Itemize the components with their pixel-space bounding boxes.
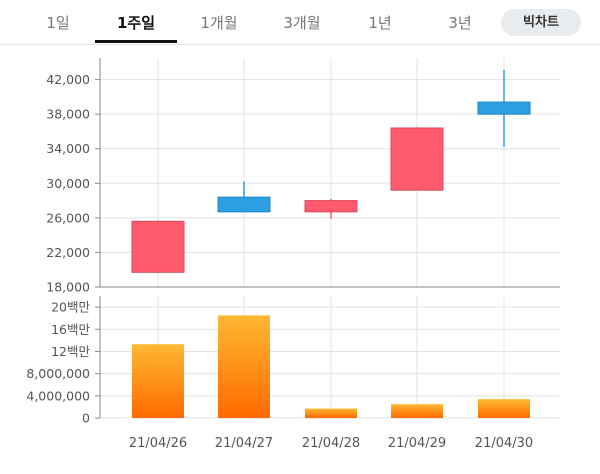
tab-1month[interactable]: 1개월 <box>200 14 238 32</box>
tab-1year[interactable]: 1년 <box>368 14 392 32</box>
volume-bar <box>391 404 443 418</box>
x-tick-label: 21/04/30 <box>475 436 533 451</box>
y-tick-label: 0 <box>82 411 90 426</box>
candle-body <box>217 196 271 213</box>
x-tick-label: 21/04/27 <box>215 436 273 451</box>
volume-bar <box>132 344 184 418</box>
y-tick-label: 8,000,000 <box>26 366 90 381</box>
candle-body <box>390 127 444 191</box>
y-tick-label: 4,000,000 <box>26 388 90 403</box>
volume-bar <box>218 315 270 418</box>
candle-body <box>477 101 531 115</box>
bigchart-button[interactable]: 빅차트 <box>501 9 581 36</box>
period-tabs: 1일 1주일 1개월 3개월 1년 3년 빅차트 <box>0 0 600 45</box>
tab-1day[interactable]: 1일 <box>46 14 70 32</box>
volume-bar <box>478 399 530 418</box>
active-tab-indicator <box>95 40 177 43</box>
tab-3month[interactable]: 3개월 <box>283 14 321 32</box>
tab-1week[interactable]: 1주일 <box>116 14 156 32</box>
tab-3year[interactable]: 3년 <box>448 14 472 32</box>
x-tick-label: 21/04/29 <box>388 436 446 451</box>
x-tick-label: 21/04/26 <box>129 436 187 451</box>
candle-body <box>304 200 358 213</box>
y-tick-label: 30,000 <box>46 176 90 191</box>
y-tick-label: 42,000 <box>46 72 90 87</box>
y-tick-label: 38,000 <box>46 107 90 122</box>
y-tick-label: 26,000 <box>46 210 90 225</box>
y-tick-label: 34,000 <box>46 141 90 156</box>
x-tick-label: 21/04/28 <box>302 436 360 451</box>
y-tick-label: 18,000 <box>46 280 90 295</box>
y-tick-label: 12백만 <box>51 344 90 359</box>
y-tick-label: 16백만 <box>51 322 90 337</box>
y-tick-label: 22,000 <box>46 245 90 260</box>
volume-bar <box>305 408 357 418</box>
y-tick-label: 20백만 <box>51 300 90 315</box>
candle-body <box>131 220 185 273</box>
